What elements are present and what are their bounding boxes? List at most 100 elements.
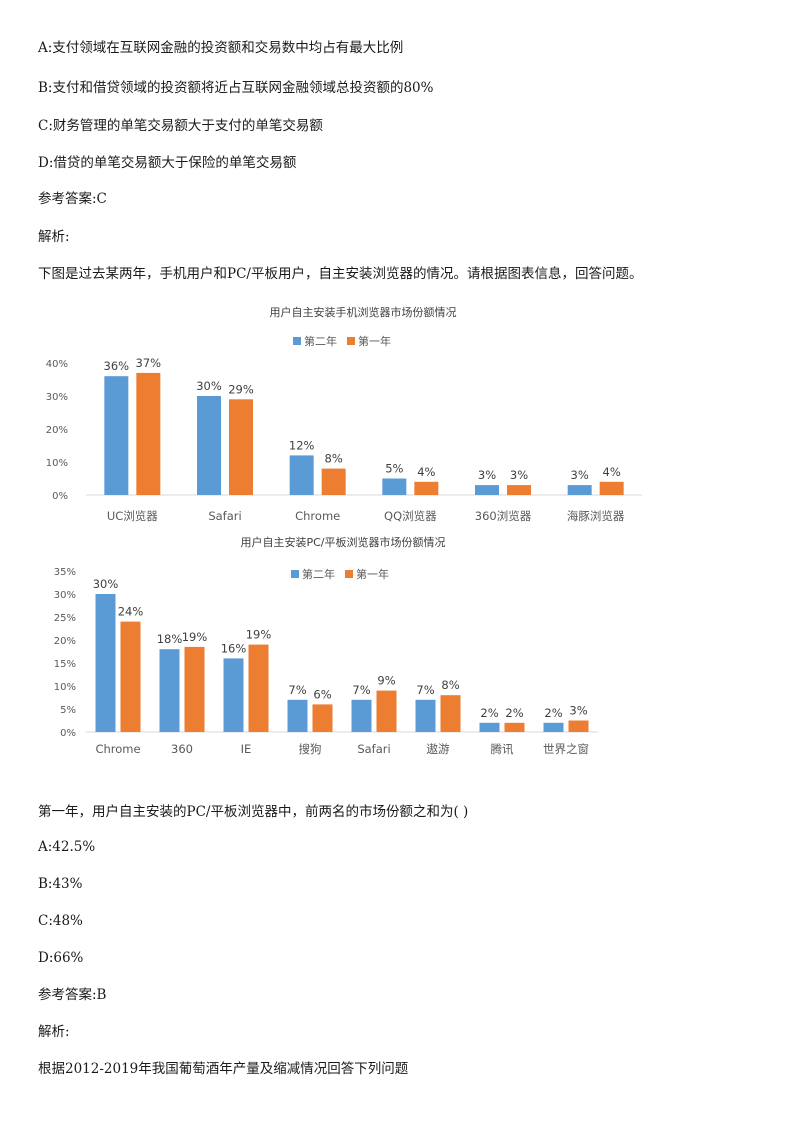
data-label: 7% xyxy=(352,683,370,697)
bar xyxy=(95,594,116,732)
q1-option-a: A:支付领域在互联网金融的投资额和交易数中均占有最大比例 xyxy=(38,40,404,56)
chart-title: 用户自主安装PC/平板浏览器市场份额情况 xyxy=(240,535,445,549)
category-label: IE xyxy=(241,742,252,756)
data-label: 16% xyxy=(221,641,247,655)
legend-swatch xyxy=(293,337,301,345)
y-tick-label: 30% xyxy=(54,590,76,601)
data-label: 8% xyxy=(441,678,459,692)
category-label: 海豚浏览器 xyxy=(567,509,625,523)
data-label: 37% xyxy=(136,356,162,370)
q2-option-c: C:48% xyxy=(38,913,83,929)
q2-intro: 下图是过去某两年，手机用户和PC/平板用户，自主安装浏览器的情况。请根据图表信息… xyxy=(38,266,643,282)
q3-intro: 根据2012-2019年我国葡萄酒年产量及缩减情况回答下列问题 xyxy=(38,1061,409,1077)
category-label: 搜狗 xyxy=(299,742,322,756)
bar xyxy=(287,699,308,732)
data-label: 4% xyxy=(603,465,621,479)
bar xyxy=(414,481,439,495)
y-tick-label: 40% xyxy=(46,359,68,370)
data-label: 19% xyxy=(246,628,272,642)
q2-analysis-label: 解析: xyxy=(38,1024,70,1040)
y-tick-label: 30% xyxy=(46,392,68,403)
data-label: 9% xyxy=(377,674,395,688)
data-label: 6% xyxy=(313,687,331,701)
q2-option-d: D:66% xyxy=(38,950,84,966)
bar xyxy=(312,704,333,732)
bar xyxy=(104,376,129,495)
bar xyxy=(543,722,564,732)
category-label: Safari xyxy=(357,742,390,756)
data-label: 2% xyxy=(480,706,498,720)
data-label: 36% xyxy=(104,359,130,373)
y-tick-label: 20% xyxy=(54,636,76,647)
data-label: 3% xyxy=(510,468,528,482)
data-label: 3% xyxy=(571,468,589,482)
y-tick-label: 25% xyxy=(54,613,76,624)
legend-swatch xyxy=(291,570,299,578)
bar xyxy=(136,372,161,495)
bar xyxy=(248,644,269,732)
bar xyxy=(223,658,244,732)
q1-analysis-label: 解析: xyxy=(38,229,70,245)
y-tick-label: 0% xyxy=(60,728,76,739)
legend-label: 第二年 xyxy=(302,567,335,581)
bar xyxy=(229,399,253,495)
y-tick-label: 10% xyxy=(46,458,68,469)
q2-answer: 参考答案:B xyxy=(38,987,107,1003)
data-label: 24% xyxy=(118,605,144,619)
mobile-browser-chart: 用户自主安装手机浏览器市场份额情况第二年 第一年 0% 10% 20% 30% 40% 36%… xyxy=(38,292,646,529)
bar xyxy=(479,722,500,732)
data-label: 2% xyxy=(544,706,562,720)
category-label: QQ浏览器 xyxy=(384,509,437,523)
data-label: 3% xyxy=(478,468,496,482)
data-label: 19% xyxy=(182,630,208,644)
bar xyxy=(321,468,346,495)
chart-title: 用户自主安装手机浏览器市场份额情况 xyxy=(270,305,457,319)
category-label: 360 xyxy=(171,742,193,756)
data-label: 7% xyxy=(288,683,306,697)
bar xyxy=(159,649,180,732)
q2-option-a: A:42.5% xyxy=(38,839,96,855)
q1-option-c: C:财务管理的单笔交易额大于支付的单笔交易额 xyxy=(38,118,323,134)
data-label: 7% xyxy=(416,683,434,697)
bar xyxy=(376,690,397,732)
q2-option-b: B:43% xyxy=(38,876,83,892)
data-label: 18% xyxy=(157,632,183,646)
data-label: 30% xyxy=(93,577,119,591)
bar xyxy=(120,621,141,732)
data-label: 4% xyxy=(417,465,435,479)
legend-label: 第二年 xyxy=(304,334,337,348)
data-label: 2% xyxy=(505,706,523,720)
legend-label: 第一年 xyxy=(356,567,389,581)
bar xyxy=(567,485,592,495)
y-tick-label: 0% xyxy=(52,491,68,502)
q1-option-d: D:借贷的单笔交易额大于保险的单笔交易额 xyxy=(38,155,297,171)
q1-answer: 参考答案:C xyxy=(38,191,107,207)
bar xyxy=(507,485,531,495)
bar xyxy=(382,478,407,495)
bar xyxy=(440,695,461,732)
data-label: 29% xyxy=(228,382,254,396)
bar xyxy=(289,455,314,495)
category-label: 360浏览器 xyxy=(475,509,532,523)
legend-label: 第一年 xyxy=(358,334,391,348)
bar xyxy=(351,699,372,732)
bar xyxy=(504,722,525,732)
y-tick-label: 20% xyxy=(46,425,68,436)
data-label: 30% xyxy=(196,379,222,393)
bar xyxy=(197,396,221,495)
category-label: 遨游 xyxy=(427,742,450,756)
y-tick-label: 35% xyxy=(54,567,76,578)
data-label: 12% xyxy=(289,438,315,452)
category-label: Safari xyxy=(208,509,241,523)
bar xyxy=(415,699,436,732)
legend-swatch xyxy=(345,570,353,578)
bar xyxy=(599,481,624,495)
q2-question: 第一年，用户自主安装的PC/平板浏览器中，前两名的市场份额之和为( ) xyxy=(38,804,469,820)
legend-swatch xyxy=(347,337,355,345)
data-label: 3% xyxy=(569,704,587,718)
category-label: 世界之窗 xyxy=(543,742,589,756)
data-label: 5% xyxy=(385,462,403,476)
category-label: Chrome xyxy=(295,509,340,523)
